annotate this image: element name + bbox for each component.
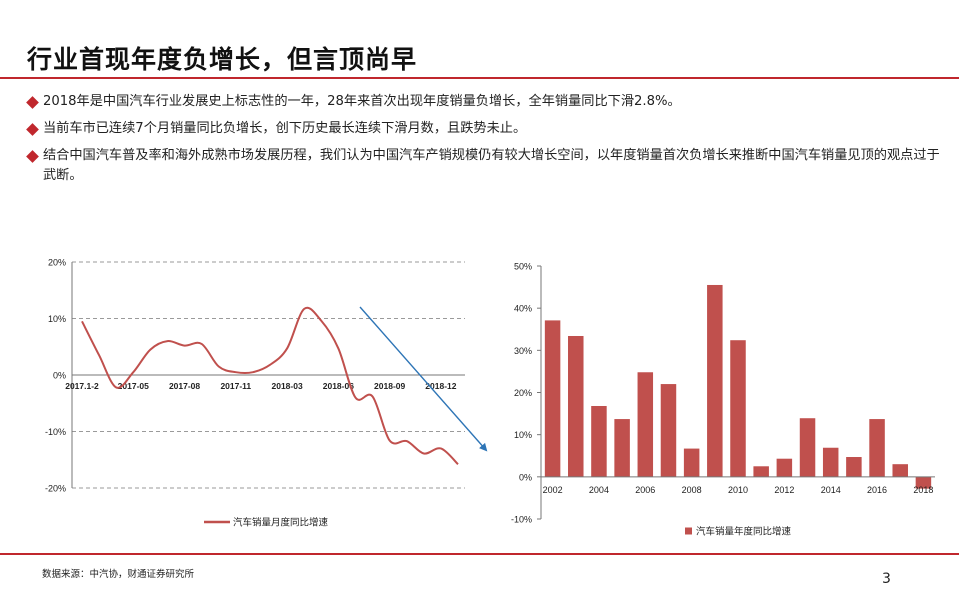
bar-2009 bbox=[707, 284, 723, 477]
x-tick-label: 2002 bbox=[543, 485, 563, 495]
x-tick-label: 2018-12 bbox=[425, 381, 456, 391]
y-tick-label: 40% bbox=[514, 304, 532, 314]
x-tick-label: 2018-03 bbox=[271, 381, 302, 391]
legend-label: 汽车销量年度同比增速 bbox=[696, 526, 792, 538]
bar-2011 bbox=[753, 466, 769, 477]
x-tick-label: 2016 bbox=[867, 485, 887, 495]
legend-swatch-bar bbox=[685, 527, 692, 535]
bar-2017 bbox=[892, 464, 908, 477]
x-tick-label: 2004 bbox=[589, 485, 609, 495]
bar-2014 bbox=[822, 447, 839, 477]
bar-2010 bbox=[730, 340, 746, 477]
bar-2003 bbox=[568, 335, 584, 477]
x-tick-label: 2014 bbox=[821, 485, 841, 495]
y-tick-label: -10% bbox=[45, 427, 66, 437]
legend-label: 汽车销量月度同比增速 bbox=[233, 517, 329, 529]
y-tick-label: 10% bbox=[514, 430, 532, 440]
title-divider bbox=[0, 77, 959, 79]
y-tick-label: 0% bbox=[53, 371, 66, 381]
y-tick-label: 30% bbox=[514, 346, 532, 356]
x-tick-label: 2018-06 bbox=[323, 381, 354, 391]
x-tick-label: 2008 bbox=[682, 485, 702, 495]
x-tick-label: 2012 bbox=[774, 485, 794, 495]
bullet-text: 结合中国汽车普及率和海外成熟市场发展历程，我们认为中国汽车产销规模仍有较大增长空… bbox=[43, 148, 940, 183]
y-tick-label: 10% bbox=[48, 314, 66, 324]
bar-2012 bbox=[776, 458, 793, 477]
slide-title: 行业首现年度负增长，但言顶尚早 bbox=[27, 45, 418, 74]
bar-2005 bbox=[614, 419, 630, 477]
bullet-item: 2018年是中国汽车行业发展史上标志性的一年，28年来首次出现年度销量负增长，全… bbox=[26, 92, 942, 112]
y-tick-label: 50% bbox=[514, 262, 532, 272]
x-tick-label: 2017-05 bbox=[118, 381, 149, 391]
x-tick-label: 2017.1-2 bbox=[65, 381, 99, 391]
bar-2008 bbox=[683, 448, 700, 477]
bar-2007 bbox=[660, 384, 677, 477]
page-number: 3 bbox=[882, 571, 891, 587]
bullet-item: 当前车市已连续7个月销量同比负增长，创下历史最长连续下滑月数，且跌势未止。 bbox=[26, 119, 942, 139]
x-tick-label: 2017-11 bbox=[220, 381, 251, 391]
bullet-list: 2018年是中国汽车行业发展史上标志性的一年，28年来首次出现年度销量负增长，全… bbox=[26, 92, 942, 193]
bullet-text: 2018年是中国汽车行业发展史上标志性的一年，28年来首次出现年度销量负增长，全… bbox=[43, 94, 681, 109]
y-tick-label: 20% bbox=[514, 388, 532, 398]
bar-2015 bbox=[846, 457, 862, 477]
footer-divider bbox=[0, 553, 959, 555]
bullet-item: 结合中国汽车普及率和海外成熟市场发展历程，我们认为中国汽车产销规模仍有较大增长空… bbox=[26, 146, 942, 186]
bar-2016 bbox=[869, 419, 885, 477]
y-tick-label: 0% bbox=[519, 472, 532, 482]
x-tick-label: 2006 bbox=[635, 485, 655, 495]
bar-2004 bbox=[591, 405, 607, 477]
x-tick-label: 2018-09 bbox=[374, 381, 405, 391]
x-tick-label: 2010 bbox=[728, 485, 748, 495]
bar-2013 bbox=[799, 418, 816, 477]
x-tick-label: 2018 bbox=[913, 485, 933, 495]
bar-2002 bbox=[544, 320, 561, 477]
x-tick-label: 2017-08 bbox=[169, 381, 200, 391]
bullet-text: 当前车市已连续7个月销量同比负增长，创下历史最长连续下滑月数，且跌势未止。 bbox=[43, 121, 527, 136]
y-tick-label: 20% bbox=[48, 258, 66, 268]
downtrend-arrow bbox=[359, 306, 488, 452]
bar-2018 bbox=[915, 476, 932, 489]
y-tick-label: -10% bbox=[511, 515, 532, 525]
source-note: 数据来源：中汽协，财通证券研究所 bbox=[42, 569, 195, 580]
bar-2006 bbox=[637, 372, 654, 477]
y-tick-label: -20% bbox=[45, 484, 66, 494]
